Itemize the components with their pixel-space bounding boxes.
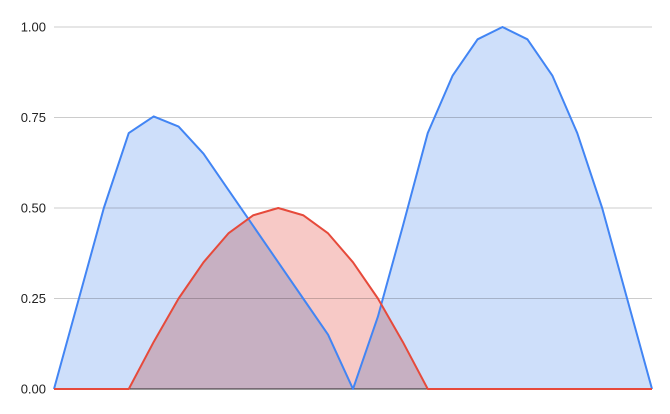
series-areas — [54, 27, 652, 389]
series-1-line — [53, 26, 653, 390]
y-tick-label: 0.00 — [21, 382, 46, 397]
series-lines — [53, 26, 653, 390]
y-tick-label: 1.00 — [21, 20, 46, 35]
y-tick-label: 0.25 — [21, 291, 46, 306]
y-axis: 0.00 0.25 0.50 0.75 1.00 — [21, 20, 46, 397]
y-tick-label: 0.50 — [21, 201, 46, 216]
y-tick-label: 0.75 — [21, 110, 46, 125]
series-2-line — [54, 207, 652, 390]
series-2-area — [54, 208, 652, 389]
